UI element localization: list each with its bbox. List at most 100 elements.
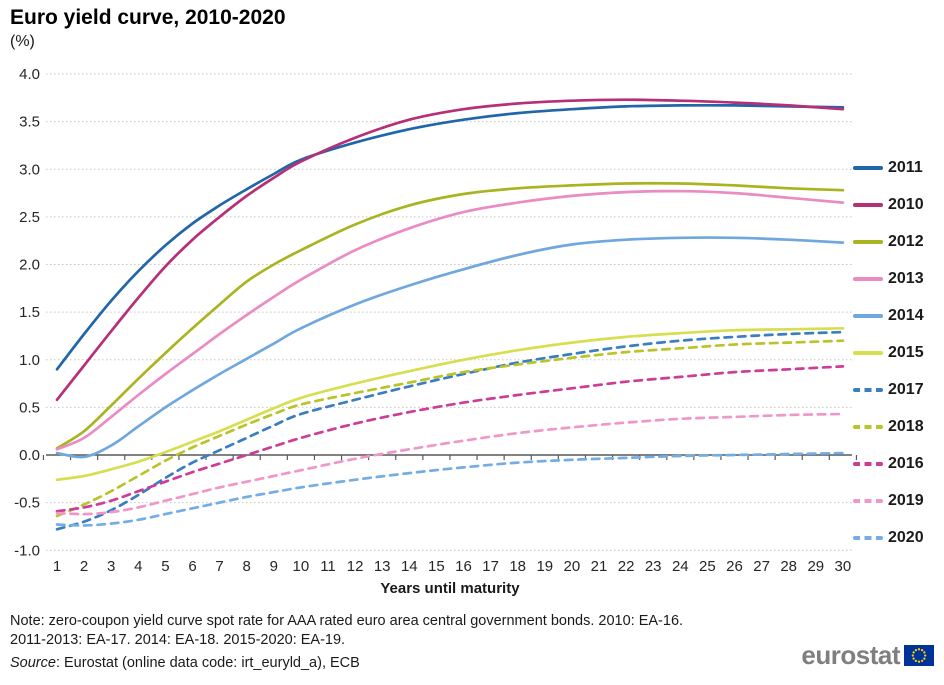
legend-label-2017: 2017 xyxy=(888,381,924,398)
x-tick-label: 23 xyxy=(645,558,662,575)
x-axis-title: Years until maturity xyxy=(380,580,520,597)
x-tick-label: 28 xyxy=(780,558,797,575)
series-line-2010 xyxy=(55,98,845,402)
legend-label-2016: 2016 xyxy=(888,455,924,472)
source-text: : Eurostat (online data code: irt_euryld… xyxy=(55,655,360,671)
eu-flag-star xyxy=(914,648,918,652)
legend-swatch-2010 xyxy=(853,203,883,207)
x-tick-label: 2 xyxy=(80,558,88,575)
x-tick-label: 10 xyxy=(293,558,310,575)
series-line-2018 xyxy=(55,339,845,518)
yield-curve-plot: 4.03.53.02.52.01.51.00.50.0-0.5-1.01 2 3 4 5… xyxy=(14,66,858,597)
legend-label-2018: 2018 xyxy=(888,418,924,435)
series-line-2020 xyxy=(55,451,845,527)
series-line-2014 xyxy=(55,236,845,459)
legend-item-2018: 2018 xyxy=(853,415,924,439)
y-tick-label: -0.5 xyxy=(14,495,40,512)
eu-flag-star xyxy=(923,657,926,660)
eu-flag-star xyxy=(920,659,924,663)
x-tick-label: 12 xyxy=(347,558,364,575)
legend-label-2015: 2015 xyxy=(888,344,924,361)
series-line-2017 xyxy=(55,330,845,531)
series-line-2012 xyxy=(55,181,845,450)
x-tick-label: 17 xyxy=(482,558,499,575)
legend-swatch-2015 xyxy=(853,351,883,355)
legend: 2011 2010 2012 2013 2014 2015 2017 2018 2016 2019… xyxy=(853,156,924,550)
x-tick-label: 1 xyxy=(53,558,61,575)
legend-label-2020: 2020 xyxy=(888,529,924,546)
legend-swatch-2016 xyxy=(853,462,883,466)
eu-flag-star xyxy=(911,654,914,657)
eu-flag-icon xyxy=(904,645,934,666)
legend-label-2013: 2013 xyxy=(888,270,924,287)
series-line-2015 xyxy=(55,326,845,482)
eu-flag-star xyxy=(920,648,924,652)
legend-label-2011: 2011 xyxy=(888,159,923,176)
notes-block: Note: zero-coupon yield curve spot rate … xyxy=(10,612,683,673)
y-tick-label: 3.0 xyxy=(19,161,40,178)
legend-item-2019: 2019 xyxy=(853,489,924,513)
x-tick-label: 24 xyxy=(672,558,689,575)
note-line-2: 2011-2013: EA-17. 2014: EA-18. 2015-2020… xyxy=(10,632,346,648)
eurostat-logo: eurostat xyxy=(801,640,934,671)
legend-item-2013: 2013 xyxy=(853,267,924,291)
chart-subtitle: (%) xyxy=(10,33,35,50)
legend-swatch-2019 xyxy=(853,499,883,503)
source-line: Source: Eurostat (online data code: irt_… xyxy=(10,654,683,673)
y-tick-label: 4.0 xyxy=(19,66,40,83)
eu-flag-star xyxy=(924,654,927,657)
x-tick-label: 16 xyxy=(455,558,472,575)
eu-flag-star xyxy=(923,651,926,654)
x-tick-label: 18 xyxy=(509,558,526,575)
x-tick-label: 25 xyxy=(699,558,716,575)
x-tick-label: 13 xyxy=(374,558,391,575)
legend-item-2020: 2020 xyxy=(853,526,924,550)
legend-item-2011: 2011 xyxy=(853,156,924,180)
legend-swatch-2017 xyxy=(853,388,883,392)
x-tick-label: 22 xyxy=(618,558,635,575)
legend-swatch-2011 xyxy=(853,166,883,170)
note-line-1: Note: zero-coupon yield curve spot rate … xyxy=(10,613,684,629)
series-line-2019 xyxy=(55,412,845,516)
x-tick-label: 8 xyxy=(243,558,251,575)
series-line-2013 xyxy=(55,189,845,451)
series-line-2016 xyxy=(55,365,845,513)
x-tick-label: 20 xyxy=(564,558,581,575)
y-tick-label: 0.5 xyxy=(19,399,40,416)
y-tick-label: 2.0 xyxy=(19,257,40,274)
legend-swatch-2018 xyxy=(853,425,883,429)
chart-title: Euro yield curve, 2010-2020 xyxy=(10,6,286,29)
source-label: Source xyxy=(10,655,56,671)
legend-label-2010: 2010 xyxy=(888,196,924,213)
eu-flag-background xyxy=(904,645,934,666)
x-tick-label: 26 xyxy=(726,558,743,575)
legend-swatch-2020 xyxy=(853,536,883,540)
legend-item-2010: 2010 xyxy=(853,193,924,217)
x-tick-label: 21 xyxy=(591,558,608,575)
x-tick-label: 14 xyxy=(401,558,418,575)
y-tick-label: 2.5 xyxy=(19,209,40,226)
y-tick-label: -1.0 xyxy=(14,542,40,559)
legend-label-2014: 2014 xyxy=(888,307,924,324)
legend-item-2015: 2015 xyxy=(853,341,924,365)
legend-item-2017: 2017 xyxy=(853,378,924,402)
legend-item-2016: 2016 xyxy=(853,452,924,476)
x-tick-label: 29 xyxy=(807,558,824,575)
x-tick-label: 3 xyxy=(107,558,115,575)
eu-flag-star xyxy=(912,651,915,654)
eurostat-logo-text: eurostat xyxy=(801,640,900,670)
legend-swatch-2014 xyxy=(853,314,883,318)
x-tick-label: 19 xyxy=(536,558,553,575)
y-tick-label: 0.0 xyxy=(19,447,40,464)
x-tick-label: 15 xyxy=(428,558,445,575)
legend-swatch-2012 xyxy=(853,240,883,244)
legend-item-2014: 2014 xyxy=(853,304,924,328)
x-tick-label: 30 xyxy=(835,558,852,575)
x-tick-label: 6 xyxy=(188,558,196,575)
eu-flag-star xyxy=(917,648,921,651)
x-tick-label: 11 xyxy=(320,558,336,575)
legend-swatch-2013 xyxy=(853,277,883,281)
eu-flag-star xyxy=(917,660,921,663)
legend-label-2019: 2019 xyxy=(888,492,924,509)
legend-label-2012: 2012 xyxy=(888,233,924,250)
